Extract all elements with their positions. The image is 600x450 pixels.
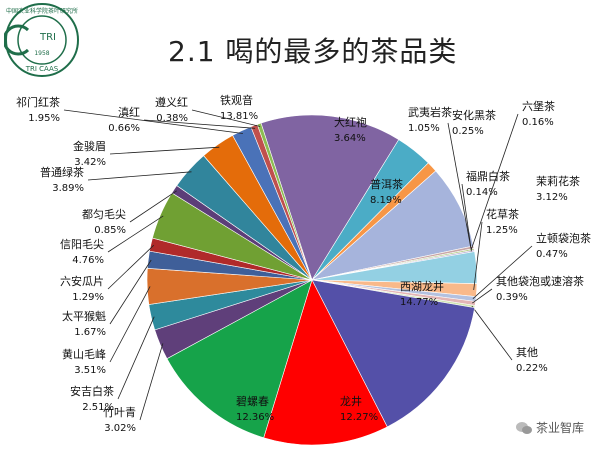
slice-value-26: 0.66% [108, 123, 140, 134]
slice-value-16: 3.02% [104, 423, 136, 434]
slice-label-5: 安化黑茶 [452, 108, 496, 122]
leader-line-20 [107, 244, 155, 290]
slice-value-17: 2.51% [82, 402, 114, 413]
slice-value-2: 3.64% [334, 133, 366, 144]
slice-label-6: 六堡茶 [522, 99, 555, 113]
slice-label-16: 竹叶青 [103, 405, 136, 419]
page-title: 2.1 喝的最多的茶品类 [168, 35, 458, 68]
pie-slice-27 [256, 122, 313, 281]
slice-label-9: 花草茶 [486, 208, 519, 221]
slice-label-3: 武夷岩茶 [408, 105, 452, 119]
wechat-icon [515, 421, 532, 434]
pie-slice-13 [311, 279, 475, 428]
slice-label-4: 普洱茶 [370, 177, 403, 191]
slice-value-12: 0.22% [516, 363, 548, 374]
slice-label-2: 大红袍 [334, 115, 367, 129]
slice-value-1: 13.81% [220, 111, 258, 122]
slice-value-5: 0.25% [452, 126, 484, 137]
slice-value-9: 1.25% [486, 225, 518, 236]
slice-value-27: 0.38% [156, 113, 188, 124]
slice-value-21: 4.76% [72, 255, 104, 266]
leader-line-21 [107, 215, 164, 253]
tri-caas-logo: 中国农业科学院茶叶研究所 TRI 1958 TRI CAAS [4, 3, 79, 77]
logo-name-text: 中国农业科学院茶叶研究所 [6, 7, 78, 15]
leader-line-12 [471, 305, 513, 361]
slice-value-23: 3.89% [52, 183, 84, 194]
leader-line-26 [143, 119, 256, 129]
slice-label-25: 祁门红茶 [16, 95, 60, 109]
slice-label-1: 铁观音 [220, 93, 253, 107]
slice-label-10: 立顿袋泡茶 [536, 231, 591, 245]
slice-value-15: 12.36% [236, 412, 274, 423]
leader-line-24 [109, 146, 220, 155]
slice-label-21: 信阳毛尖 [60, 238, 104, 251]
pie-slice-1 [260, 114, 400, 281]
slice-label-15: 碧螺春 [236, 395, 269, 408]
leader-line-9 [473, 221, 483, 291]
leader-line-7 [461, 183, 472, 252]
slice-value-3: 1.05% [408, 123, 440, 134]
watermark: 茶业智库 [515, 419, 584, 436]
slice-label-27: 遵义红 [155, 95, 188, 109]
slice-value-14: 12.27% [340, 412, 378, 423]
pie-slice-15 [166, 279, 313, 439]
slice-value-7: 0.14% [466, 187, 498, 198]
slice-label-19: 太平猴魁 [62, 309, 106, 323]
slice-value-10: 0.47% [536, 249, 568, 260]
slice-label-23: 普通绿茶 [40, 165, 84, 179]
slice-label-13: 西湖龙井 [400, 279, 444, 293]
leader-line-27 [191, 109, 261, 127]
leader-line-25 [63, 109, 243, 134]
leader-line-22 [129, 190, 177, 223]
slice-label-20: 六安瓜片 [60, 274, 104, 288]
logo-year-text: 1958 [34, 50, 49, 57]
leader-line-16 [139, 343, 164, 421]
slice-value-8: 3.12% [536, 192, 568, 203]
leader-line-19 [109, 259, 152, 325]
slice-label-22: 都匀毛尖 [82, 208, 126, 221]
slice-value-22: 0.85% [94, 225, 126, 236]
slice-label-17: 安吉白茶 [70, 384, 114, 398]
leader-line-6 [470, 113, 519, 250]
slice-label-18: 黄山毛峰 [62, 347, 106, 361]
logo-tri-text: TRI [39, 32, 56, 43]
slice-label-8: 茉莉花茶 [536, 174, 580, 188]
leader-line-11 [472, 288, 493, 304]
leader-line-18 [109, 286, 151, 363]
leader-line-23 [87, 171, 192, 181]
leader-line-10 [472, 245, 533, 299]
logo-abbr-text: TRI CAAS [25, 65, 59, 73]
slice-value-18: 3.51% [74, 365, 106, 376]
slice-label-26: 滇红 [118, 105, 140, 119]
pie-slice-14 [263, 279, 388, 446]
slice-value-13: 14.77% [400, 297, 438, 308]
slice-value-25: 1.95% [28, 113, 60, 124]
slice-value-4: 8.19% [370, 195, 402, 206]
slice-value-11: 0.39% [496, 292, 528, 303]
slice-value-24: 3.42% [74, 157, 106, 168]
slice-value-19: 1.67% [74, 327, 106, 338]
slice-label-12: 其他 [516, 346, 538, 359]
slice-value-20: 1.29% [72, 292, 104, 303]
watermark-text: 茶业智库 [535, 421, 584, 435]
slice-label-14: 龙井 [340, 394, 362, 408]
slice-label-11: 其他袋泡或速溶茶 [496, 274, 584, 288]
slice-value-6: 0.16% [522, 117, 554, 128]
leader-line-17 [117, 316, 155, 400]
slice-label-24: 金骏眉 [73, 139, 106, 153]
leader-line-5 [447, 122, 472, 248]
slice-label-7: 福鼎白茶 [466, 169, 510, 183]
